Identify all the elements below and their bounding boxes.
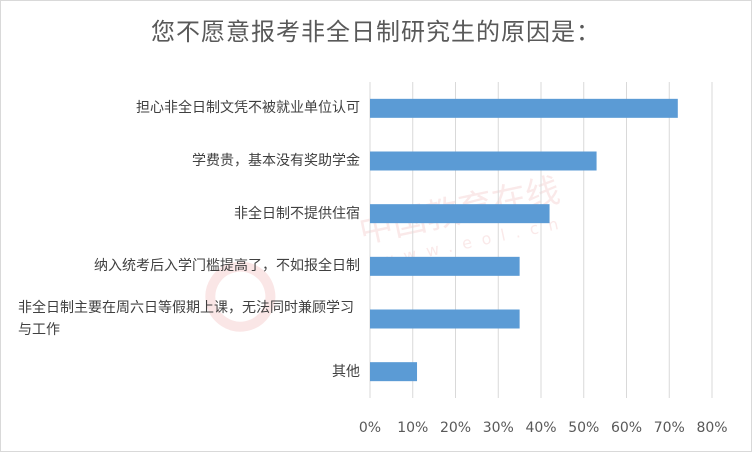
- x-tick-label: 60%: [611, 420, 642, 436]
- category-label: 学费贵，基本没有奖助学金: [192, 153, 360, 169]
- bar: [370, 204, 550, 224]
- x-tick-label: 0%: [359, 420, 381, 436]
- x-tick-label: 80%: [696, 420, 727, 436]
- x-tick-label: 20%: [440, 420, 471, 436]
- bar: [370, 256, 520, 276]
- category-label: 非全日制主要在周六日等假期上课，无法同时兼顾学习与工作: [18, 300, 354, 338]
- x-tick-label: 40%: [525, 420, 556, 436]
- category-label: 纳入统考后入学门槛提高了，不如报全日制: [94, 258, 360, 275]
- category-label: 非全日制不提供住宿: [234, 205, 360, 222]
- x-tick-label: 10%: [397, 420, 428, 436]
- x-tick-label: 70%: [654, 420, 685, 436]
- chart-title: 您不愿意报考非全日制研究生的原因是：: [151, 18, 601, 46]
- category-label: 其他: [332, 363, 360, 380]
- bar: [370, 98, 678, 118]
- category-label: 担心非全日制文凭不被就业单位认可: [136, 100, 360, 117]
- bar: [370, 151, 597, 171]
- bar: [370, 362, 418, 382]
- x-tick-label: 50%: [568, 420, 599, 436]
- x-tick-label: 30%: [483, 420, 514, 436]
- bar: [370, 309, 520, 329]
